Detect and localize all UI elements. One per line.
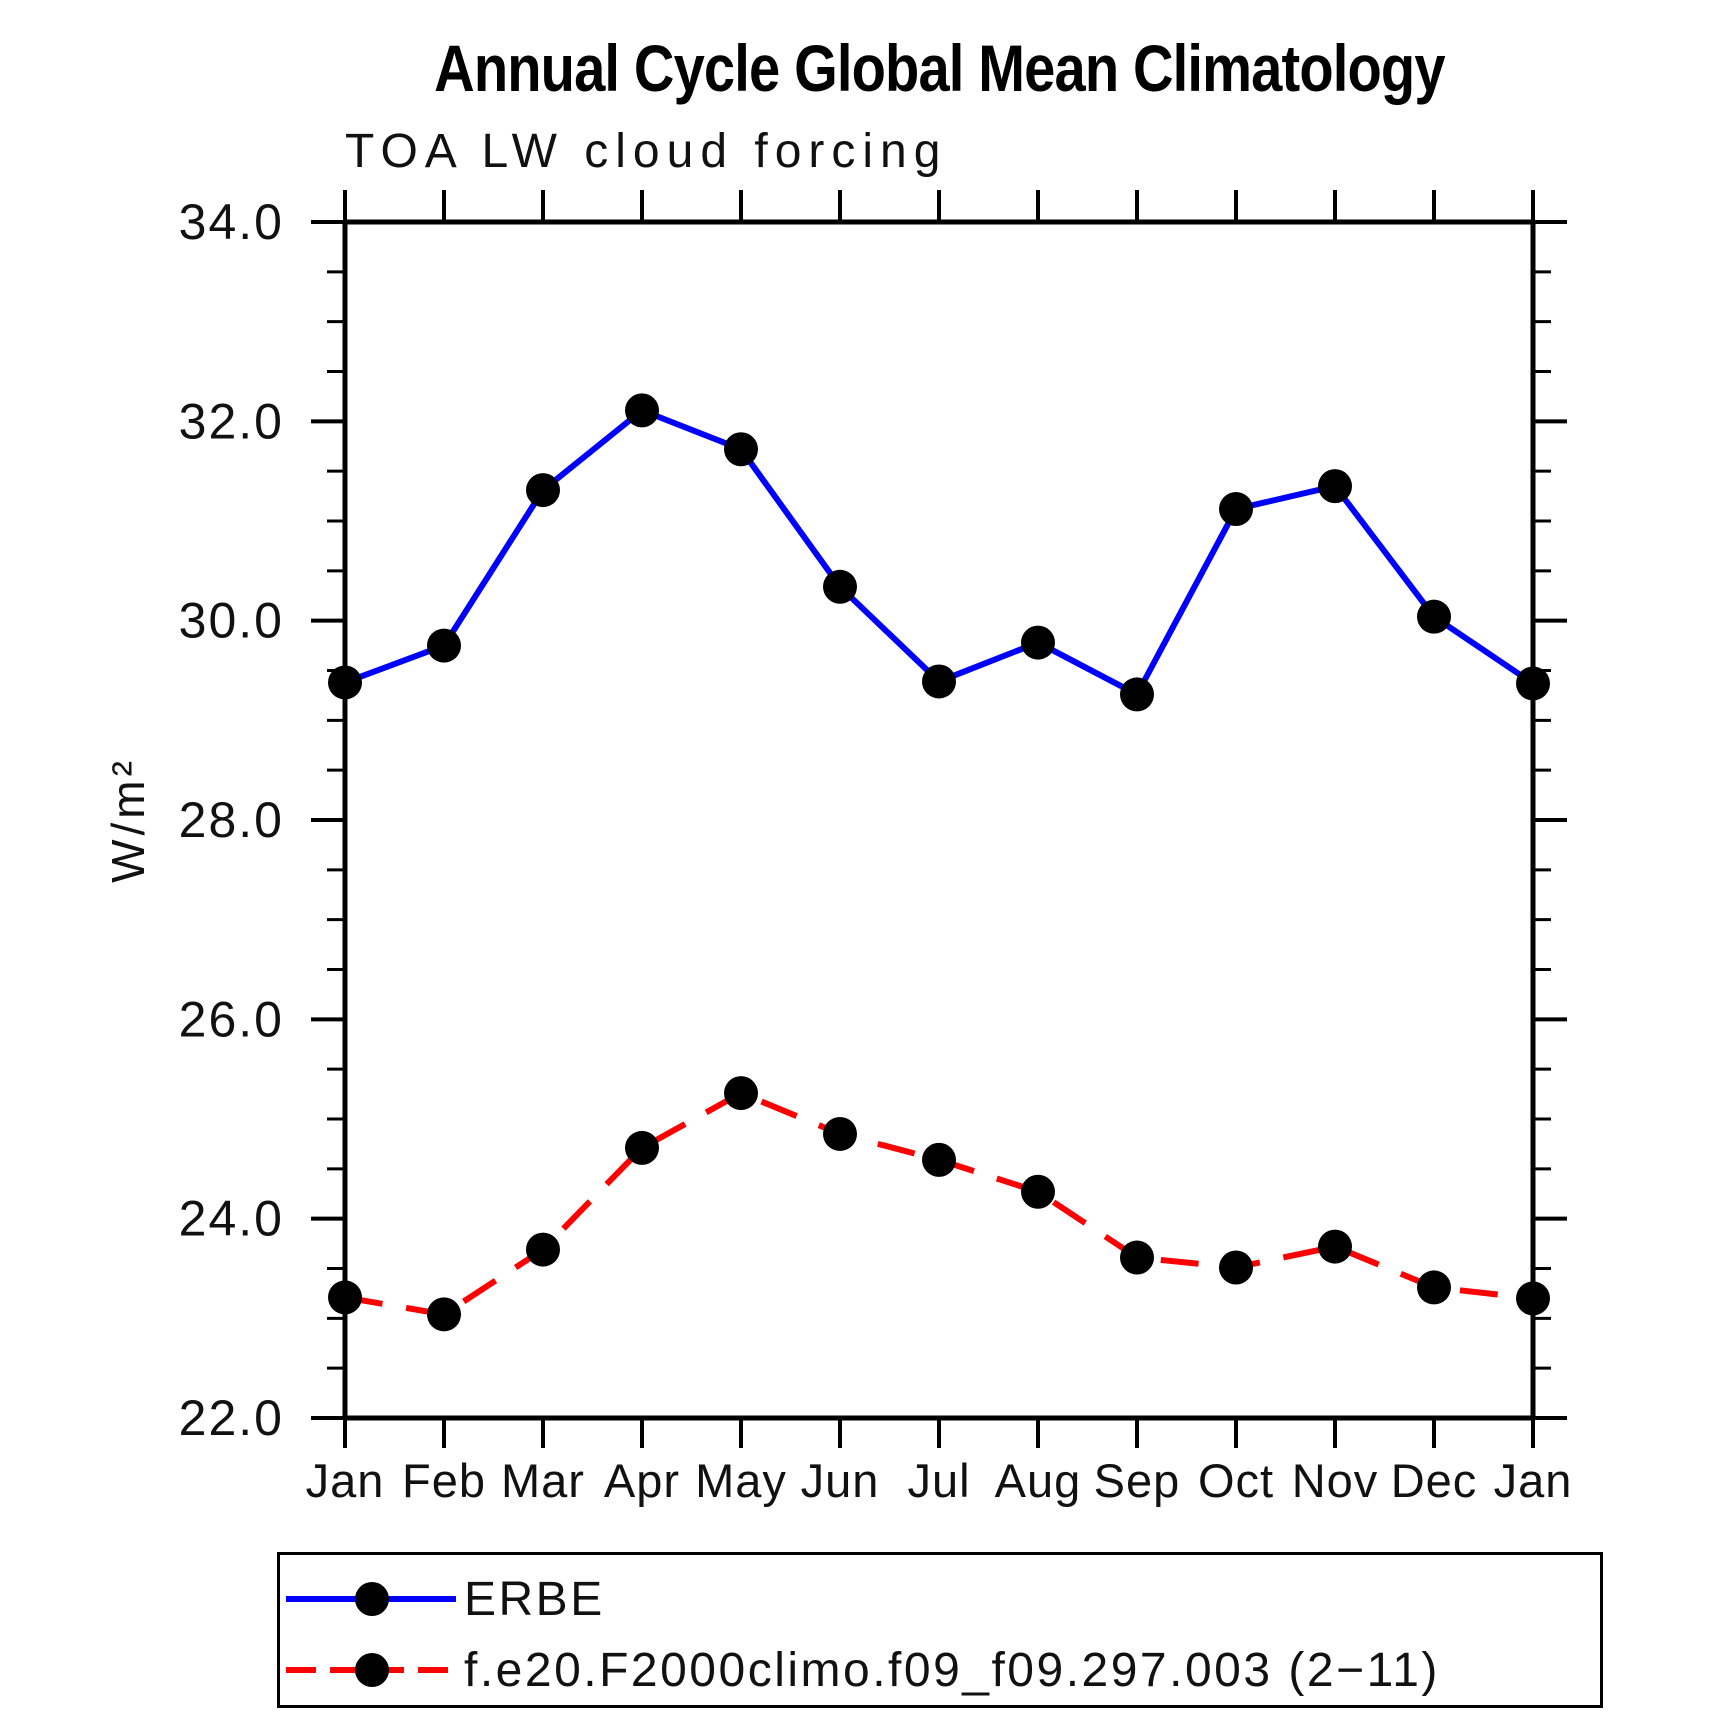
data-point-s0-2: [526, 473, 560, 508]
data-point-s1-3: [625, 1130, 659, 1165]
data-point-s1-0: [328, 1280, 362, 1315]
y-tick-label-22.0: 22.0: [179, 1390, 284, 1446]
data-point-s1-10: [1318, 1229, 1352, 1264]
x-tick-label-3-Apr: Apr: [604, 1454, 680, 1507]
data-point-s1-9: [1219, 1250, 1253, 1285]
series-line-1: [344, 1089, 1534, 1318]
x-tick-label-4-May: May: [695, 1454, 787, 1507]
legend-sample-marker-0: [355, 1582, 389, 1616]
x-tick-label-9-Oct: Oct: [1198, 1454, 1274, 1507]
x-tick-label-7-Aug: Aug: [995, 1454, 1082, 1507]
y-tick-label-26.0: 26.0: [179, 991, 284, 1047]
data-point-s0-8: [1120, 677, 1154, 712]
data-point-s0-6: [922, 664, 956, 699]
data-point-s1-4: [724, 1076, 758, 1111]
data-point-s0-0: [328, 665, 362, 700]
data-point-s0-9: [1219, 492, 1253, 527]
data-point-s1-12: [1516, 1281, 1550, 1316]
x-tick-label-0-Jan: Jan: [306, 1454, 385, 1507]
legend-item-erbe: ERBE: [284, 1572, 605, 1626]
legend-box: ERBE f.e20.F2000climo.f09_f09.297.003 (2…: [277, 1552, 1603, 1708]
y-tick-label-34.0: 34.0: [179, 194, 284, 250]
data-point-s1-5: [823, 1116, 857, 1151]
x-tick-label-12-Jan: Jan: [1494, 1454, 1573, 1507]
data-point-s1-1: [427, 1297, 461, 1332]
legend-label-erbe: ERBE: [464, 1572, 605, 1626]
x-tick-label-6-Jul: Jul: [907, 1454, 970, 1507]
x-tick-label-5-Jun: Jun: [801, 1454, 880, 1507]
legend-label-model: f.e20.F2000climo.f09_f09.297.003 (2−11): [464, 1643, 1440, 1697]
x-tick-label-8-Sep: Sep: [1094, 1454, 1181, 1507]
x-tick-label-11-Dec: Dec: [1391, 1454, 1478, 1507]
x-tick-label-2-Mar: Mar: [501, 1454, 585, 1507]
series-line-0: [343, 406, 1535, 699]
data-point-s0-12: [1516, 666, 1550, 701]
chart-subtitle: TOA LW cloud forcing: [345, 125, 948, 178]
data-point-s0-4: [724, 432, 758, 467]
data-point-s0-5: [823, 569, 857, 604]
legend-line-sample-erbe: [286, 1582, 456, 1616]
legend-line-sample-model: [286, 1653, 456, 1687]
data-point-s1-2: [526, 1232, 560, 1267]
data-point-s0-11: [1417, 599, 1451, 634]
y-tick-label-30.0: 30.0: [179, 593, 284, 649]
legend-sample-marker-1: [355, 1653, 389, 1687]
data-point-s1-7: [1021, 1174, 1055, 1209]
data-point-s1-8: [1120, 1240, 1154, 1275]
data-point-s0-10: [1318, 469, 1352, 504]
y-tick-label-28.0: 28.0: [179, 792, 284, 848]
data-point-s1-11: [1417, 1270, 1451, 1305]
data-point-s0-3: [625, 393, 659, 428]
x-tick-label-10-Nov: Nov: [1292, 1454, 1379, 1507]
x-tick-label-1-Feb: Feb: [402, 1454, 486, 1507]
y-tick-label-24.0: 24.0: [179, 1191, 284, 1247]
chart-title-text: Annual Cycle Global Mean Climatology: [434, 31, 1445, 105]
data-point-s0-7: [1021, 625, 1055, 660]
legend-item-model: f.e20.F2000climo.f09_f09.297.003 (2−11): [284, 1643, 1440, 1697]
data-point-s0-1: [427, 628, 461, 663]
data-point-s1-6: [922, 1142, 956, 1177]
chart-title: Annual Cycle Global Mean Climatology: [345, 30, 1533, 106]
y-tick-label-32.0: 32.0: [179, 393, 284, 449]
